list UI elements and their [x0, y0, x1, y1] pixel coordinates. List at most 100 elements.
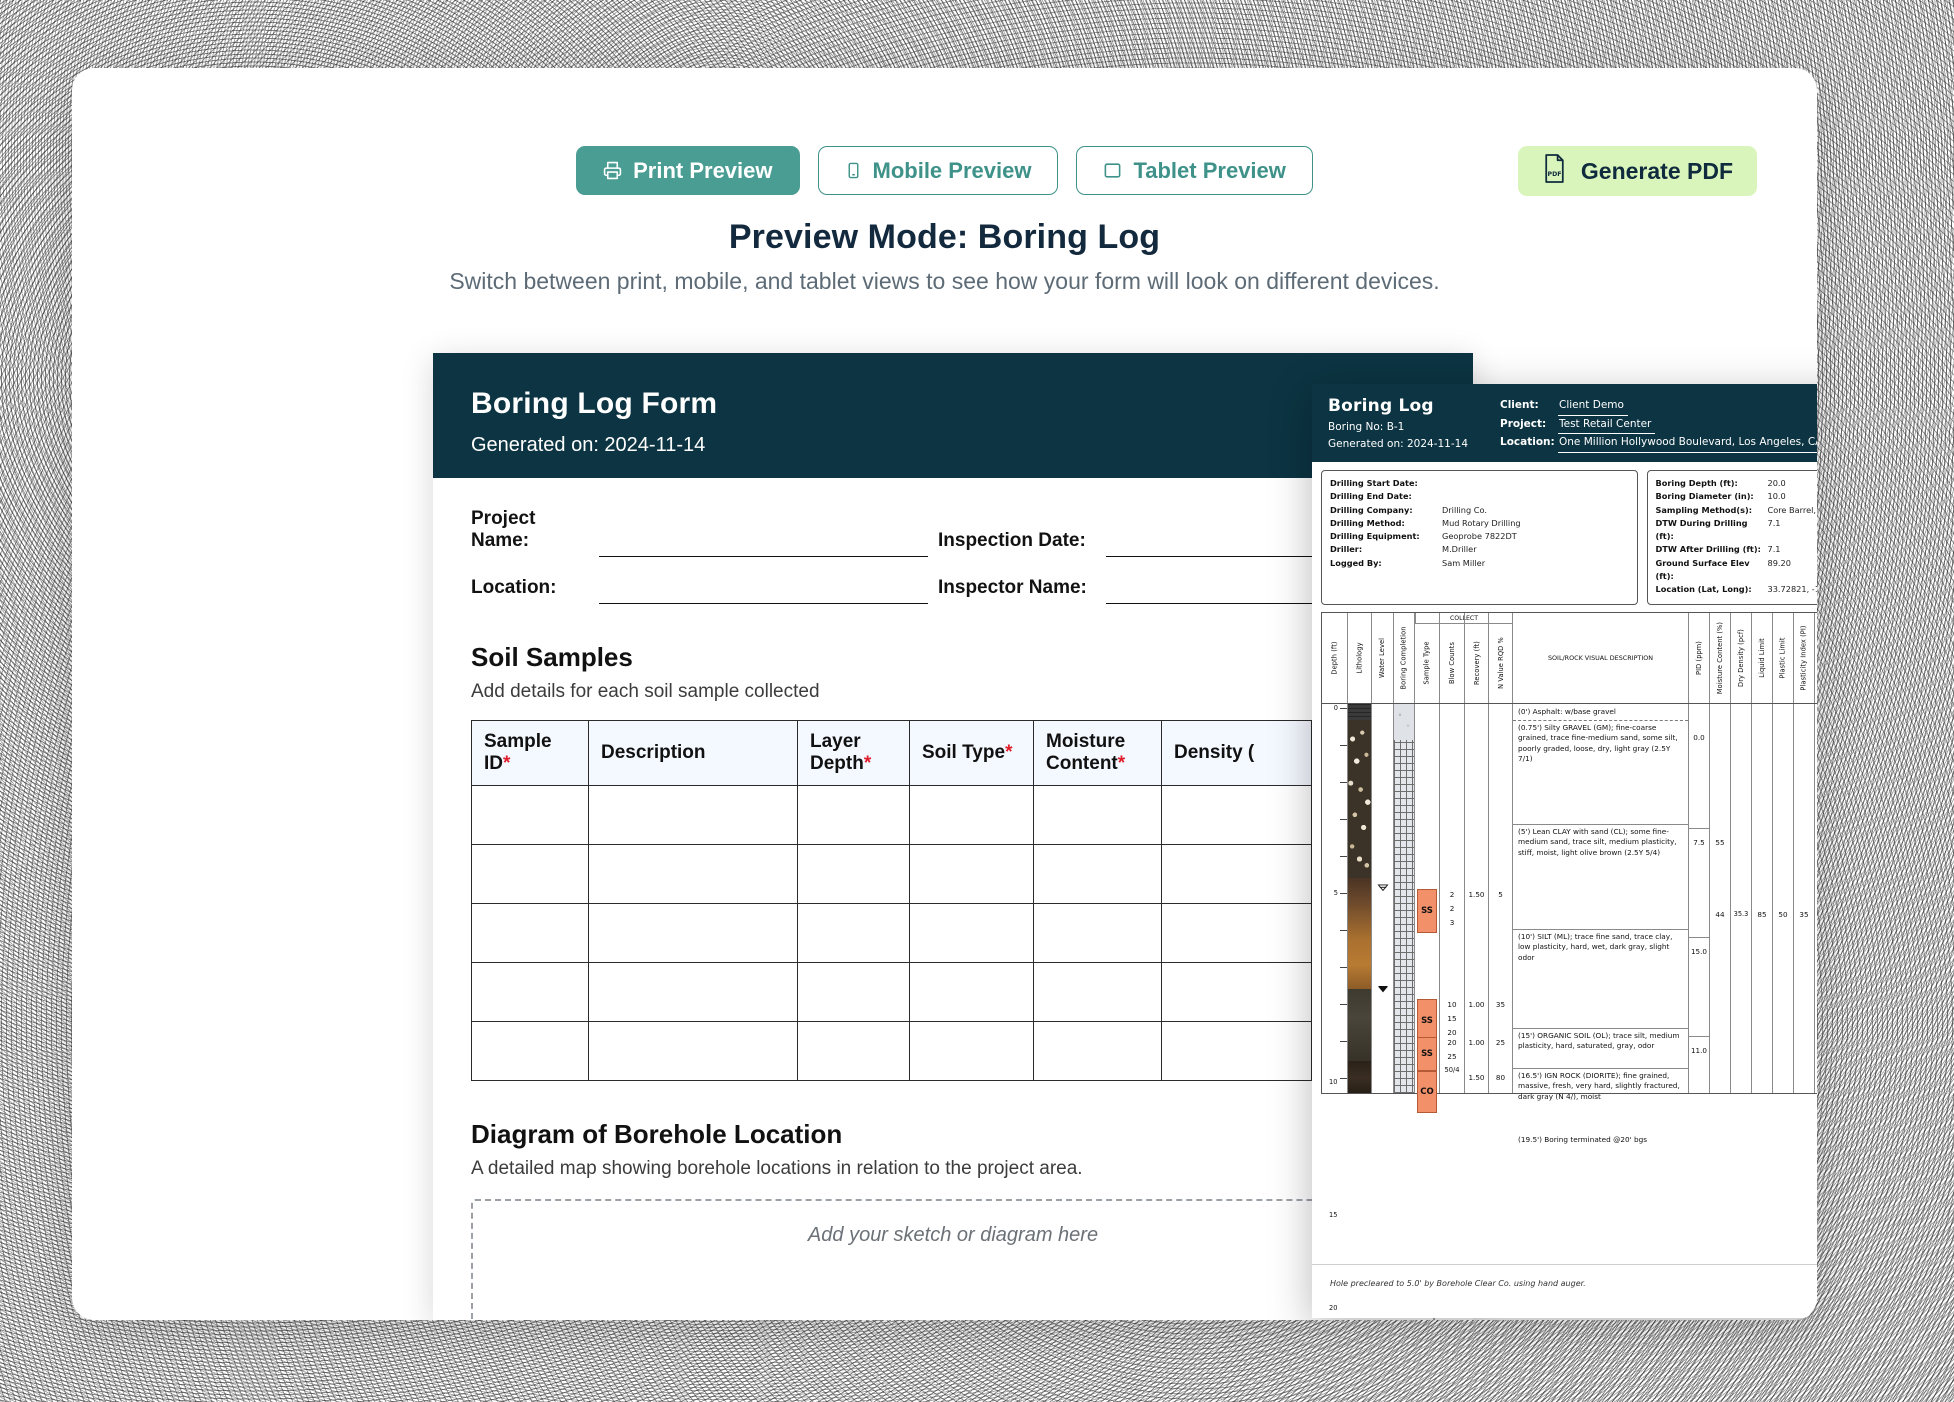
pdf-title: Boring Log [1328, 396, 1434, 416]
inspector-name-input[interactable] [1106, 579, 1435, 604]
cell[interactable] [1161, 785, 1312, 845]
cell[interactable] [1033, 962, 1162, 1022]
info-row: Drilling Start Date: [1330, 478, 1418, 488]
pid-column: 0.0 7.5 15.0 11.0 [1689, 703, 1710, 1093]
sieve-200-value: 45 [1815, 910, 1817, 919]
desc-lean-clay: (5') Lean CLAY with sand (CL); some fine… [1518, 826, 1677, 857]
pdf-file-icon: PDF [1542, 153, 1567, 189]
cell[interactable] [1161, 962, 1312, 1022]
cell[interactable] [909, 844, 1034, 904]
inspection-date-label: Inspection Date: [938, 530, 1086, 551]
mobile-icon [845, 161, 862, 180]
project-name-input[interactable] [599, 532, 928, 557]
n-value: 80 [1495, 1072, 1506, 1082]
moisture-value: 44 [1715, 909, 1725, 919]
inspection-date-input[interactable] [1106, 532, 1435, 557]
cell[interactable] [471, 785, 589, 845]
recovery-column: 1.50 1.00 1.00 1.50 [1465, 703, 1489, 1093]
n-value: 35 [1495, 999, 1506, 1009]
soil-samples-body [471, 785, 1473, 1081]
cell[interactable] [1161, 844, 1312, 904]
cell[interactable] [588, 785, 798, 845]
mobile-preview-label: Mobile Preview [872, 157, 1032, 183]
printer-icon [603, 161, 622, 180]
cell[interactable] [471, 844, 589, 904]
cell[interactable] [471, 962, 589, 1022]
cell[interactable] [909, 785, 1034, 845]
desc-silt: (10') SILT (ML); trace fine sand, trace … [1518, 931, 1673, 962]
blow-count: 10 [1447, 999, 1457, 1009]
depth-tick-5: 5 [1333, 888, 1338, 897]
desc-silty-gravel: (0.75') Silty GRAVEL (GM); fine-coarse g… [1518, 722, 1678, 764]
pdf-header: Boring Log Boring No: B-1 Generated on: … [1312, 384, 1817, 462]
generate-pdf-button[interactable]: PDF Generate PDF [1517, 146, 1757, 196]
col-density: Density ( [1161, 720, 1312, 786]
cell[interactable] [797, 962, 910, 1022]
pdf-generated: Generated on: 2024-11-14 [1328, 438, 1469, 450]
info-row: Boring Diameter (in): 10.0 [1655, 491, 1786, 502]
header-moisture-content: Moisture Content (%) [1716, 621, 1724, 694]
info-row: Drilling End Date: [1330, 491, 1412, 502]
cell[interactable] [471, 1021, 589, 1081]
sketch-placeholder: Add your sketch or diagram here [807, 1224, 1099, 1246]
page-title: Preview Mode: Boring Log [728, 218, 1161, 256]
col-sample-id: Sample ID* [471, 720, 589, 786]
pdf-meta: Client: Client Demo Project: Test Retail… [1500, 397, 1817, 453]
plasticity-index-column: 35 [1794, 703, 1815, 1093]
cell[interactable] [797, 1021, 910, 1081]
soil-samples-subtitle: Add details for each soil sample collect… [471, 681, 820, 702]
drilling-info-box: Drilling Start Date: Drilling End Date: … [1321, 470, 1638, 605]
cell[interactable] [1033, 1021, 1162, 1081]
cell[interactable] [909, 962, 1034, 1022]
cell[interactable] [1033, 785, 1162, 845]
cell[interactable] [1033, 844, 1162, 904]
pid-value: 11.0 [1690, 1045, 1707, 1055]
cell[interactable] [909, 903, 1034, 963]
tablet-preview-label: Tablet Preview [1133, 157, 1286, 183]
cell[interactable] [588, 962, 798, 1022]
header-sample-type: Sample Type [1423, 641, 1432, 685]
log-body-row: 0 5 [1322, 702, 1817, 1144]
generate-pdf-label: Generate PDF [1580, 157, 1733, 184]
pdf-info-boxes: Drilling Start Date: Drilling End Date: … [1312, 462, 1817, 605]
pid-value: 15.0 [1690, 946, 1707, 956]
sieve-200-column: 45 [1815, 704, 1817, 1093]
cell[interactable] [909, 1021, 1034, 1081]
info-row: Drilling Company: Drilling Co. [1330, 504, 1487, 515]
header-n-value-rqd: N Value RQD % [1496, 637, 1505, 690]
blow-count: 15 [1447, 1013, 1457, 1023]
boring-completion-column [1394, 703, 1415, 1093]
completion-grout [1394, 703, 1414, 740]
mobile-preview-button[interactable]: Mobile Preview [817, 146, 1059, 195]
sample-type-column: SS SS SS CO [1415, 703, 1440, 1113]
cell[interactable] [588, 844, 798, 904]
form-header: Boring Log Form Generated on: 2024-11-14 [433, 353, 1473, 478]
desc-ign-rock: (16.5') IGN ROCK (DIORITE); fine grained… [1518, 1070, 1680, 1101]
boring-log-pdf-preview: Boring Log Boring No: B-1 Generated on: … [1312, 384, 1817, 1318]
moisture-content-column: 55 44 [1710, 703, 1731, 1093]
cell[interactable] [797, 903, 910, 963]
print-preview-button[interactable]: Print Preview [576, 146, 800, 195]
tablet-preview-button[interactable]: Tablet Preview [1076, 146, 1313, 195]
sketch-dropzone[interactable]: Add your sketch or diagram here [471, 1199, 1435, 1320]
cell[interactable] [797, 785, 910, 845]
sample-box: SS [1417, 888, 1437, 933]
location-input[interactable] [599, 579, 928, 604]
cell[interactable] [588, 1021, 798, 1081]
cell[interactable] [1161, 903, 1312, 963]
blow-count: 20 [1447, 1037, 1457, 1047]
cell[interactable] [588, 903, 798, 963]
cell[interactable] [797, 844, 910, 904]
page-subtitle: Switch between print, mobile, and tablet… [449, 268, 1440, 294]
cell[interactable] [1161, 1021, 1312, 1081]
layer-asphalt [1348, 703, 1371, 720]
blow-count: 25 [1447, 1051, 1457, 1061]
n-value-column: 5 35 25 80 [1489, 703, 1513, 1093]
blow-count: 20 [1447, 1027, 1457, 1037]
layer-organic-soil [1348, 1060, 1371, 1093]
footer-note: Hole precleared to 5.0' by Borehole Clea… [1330, 1279, 1586, 1288]
cell[interactable] [471, 903, 589, 963]
water-level-during-icon [1376, 880, 1389, 899]
cell[interactable] [1033, 903, 1162, 963]
header-pid: PID (ppm) [1695, 640, 1703, 675]
